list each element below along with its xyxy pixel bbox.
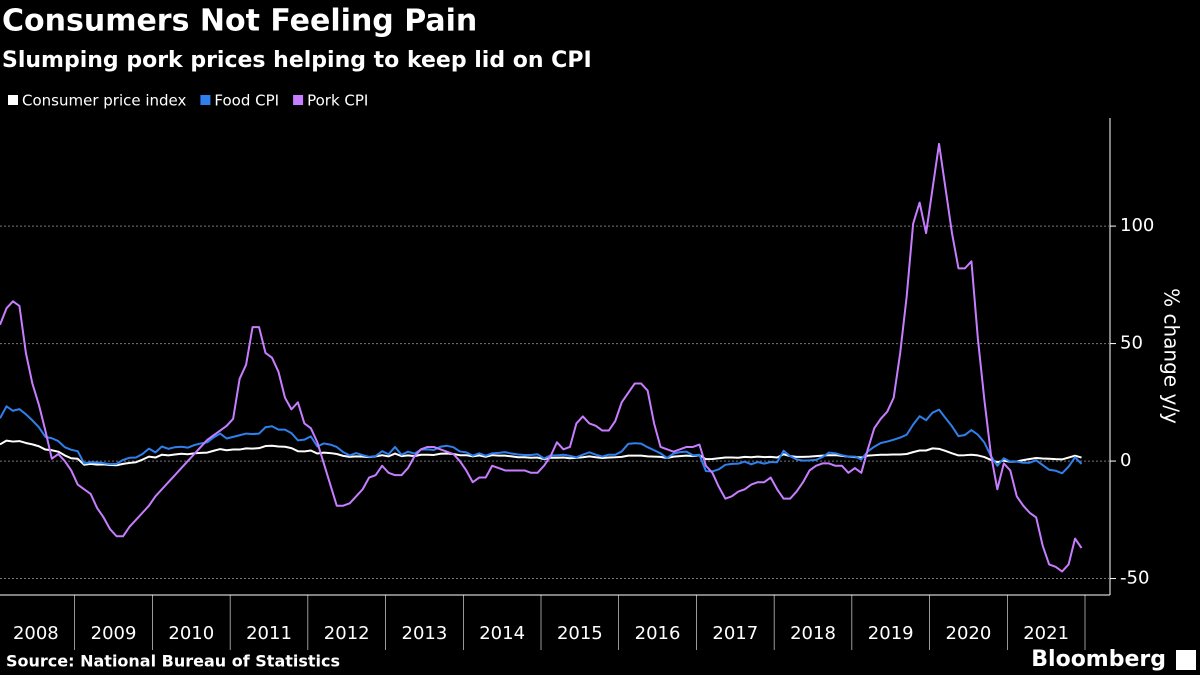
x-tick-label: 2021 [1023, 623, 1069, 644]
y-tick-label: 100 [1120, 215, 1154, 236]
x-tick-label: 2010 [168, 623, 214, 644]
brand-icon [1176, 650, 1196, 670]
x-tick-label: 2014 [479, 623, 525, 644]
series-line [0, 142, 1083, 573]
x-tick-label: 2017 [712, 623, 758, 644]
x-tick-label: 2016 [635, 623, 681, 644]
x-tick-label: 2019 [868, 623, 914, 644]
x-tick-label: 2012 [324, 623, 370, 644]
source: Source: National Bureau of Statistics [6, 652, 340, 671]
legend-swatch [8, 95, 18, 105]
brand: Bloomberg [1031, 647, 1166, 672]
chart-subtitle: Slumping pork prices helping to keep lid… [2, 48, 592, 73]
series-line [0, 439, 1082, 467]
legend-swatch [293, 95, 304, 105]
x-tick-label: 2018 [790, 623, 836, 644]
x-tick-label: 2011 [246, 623, 292, 644]
legend-label: Pork CPI [307, 92, 368, 110]
y-tick-label: -50 [1120, 568, 1149, 589]
legend-label: Food CPI [214, 92, 279, 110]
x-tick-label: 2008 [13, 623, 59, 644]
y-axis-label: % change y/y [1160, 288, 1184, 424]
x-tick-label: 2020 [946, 623, 992, 644]
y-tick-label: 50 [1120, 333, 1143, 354]
x-tick-label: 2013 [402, 623, 448, 644]
legend-swatch [200, 95, 211, 105]
series-line [0, 405, 1083, 475]
chart-title: Consumers Not Feeling Pain [2, 4, 477, 39]
x-tick-label: 2015 [557, 623, 603, 644]
y-tick-label: 0 [1120, 450, 1131, 471]
x-tick-label: 2009 [91, 623, 137, 644]
legend-label: Consumer price index [22, 92, 187, 110]
